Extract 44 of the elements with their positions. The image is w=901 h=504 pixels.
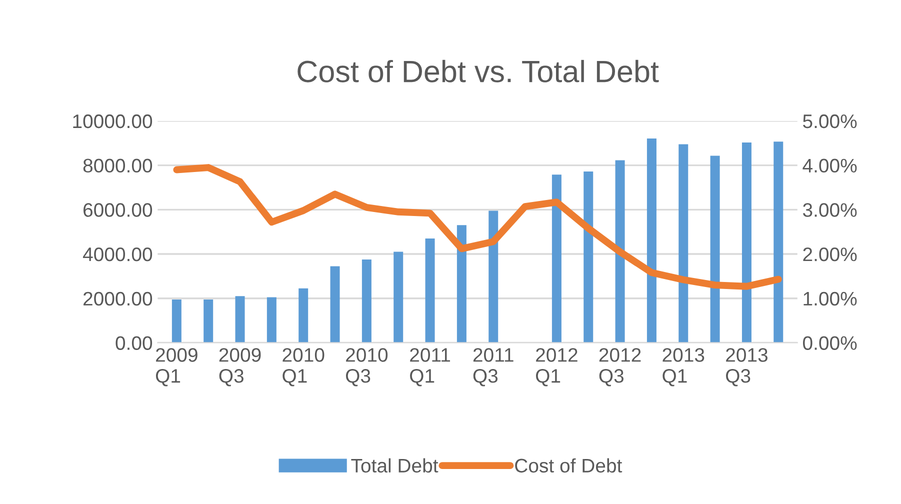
bar [298,288,308,343]
x-tick-label: 2011 Q3 [473,348,514,386]
bar [646,138,656,343]
bar [710,156,720,343]
bar [204,299,214,343]
x-tick-label: 2013 Q3 [726,348,768,386]
bar [488,210,498,343]
x-tick-label: 2011 Q1 [410,348,450,386]
bar [615,160,625,343]
y2-tick-label: 2.00% [803,247,857,262]
bar [742,142,752,343]
y-tick-label: 0.00 [116,336,152,350]
bar [678,144,688,343]
chart-title: Cost of Debt vs. Total Debt [298,60,659,82]
legend-label: Total Debt [351,458,438,473]
y2-tick-label: 4.00% [802,158,857,173]
bar [552,174,562,343]
y2-tick-label: 1.00% [804,292,857,306]
x-tick-label: 2009 Q1 [156,348,198,386]
bar [235,296,245,343]
y-tick-label: 10000.00 [73,114,152,128]
bar [774,142,784,343]
bar [425,238,435,343]
bar [456,225,466,343]
bar [266,297,276,343]
x-tick-label: 2012 Q1 [536,348,578,386]
legend-label: Cost of Debt [515,458,622,473]
y-tick-label: 2000.00 [84,292,152,306]
x-tick-label: 2009 Q3 [219,348,261,386]
bar [330,266,340,343]
bar [172,299,182,343]
x-tick-label: 2010 Q1 [282,348,324,386]
bar [584,172,594,343]
y2-tick-label: 5.00% [803,114,857,128]
x-tick-label: 2013 Q1 [662,348,704,386]
y2-tick-label: 3.00% [802,203,857,217]
y-tick-label: 4000.00 [82,247,152,262]
bar [362,260,372,343]
x-tick-label: 2010 Q3 [346,348,388,386]
y-tick-label: 8000.00 [83,158,152,173]
y2-tick-label: 0.00% [803,336,857,350]
bar [394,252,404,343]
x-tick-label: 2012 Q3 [599,348,641,386]
y-tick-label: 6000.00 [84,203,152,217]
